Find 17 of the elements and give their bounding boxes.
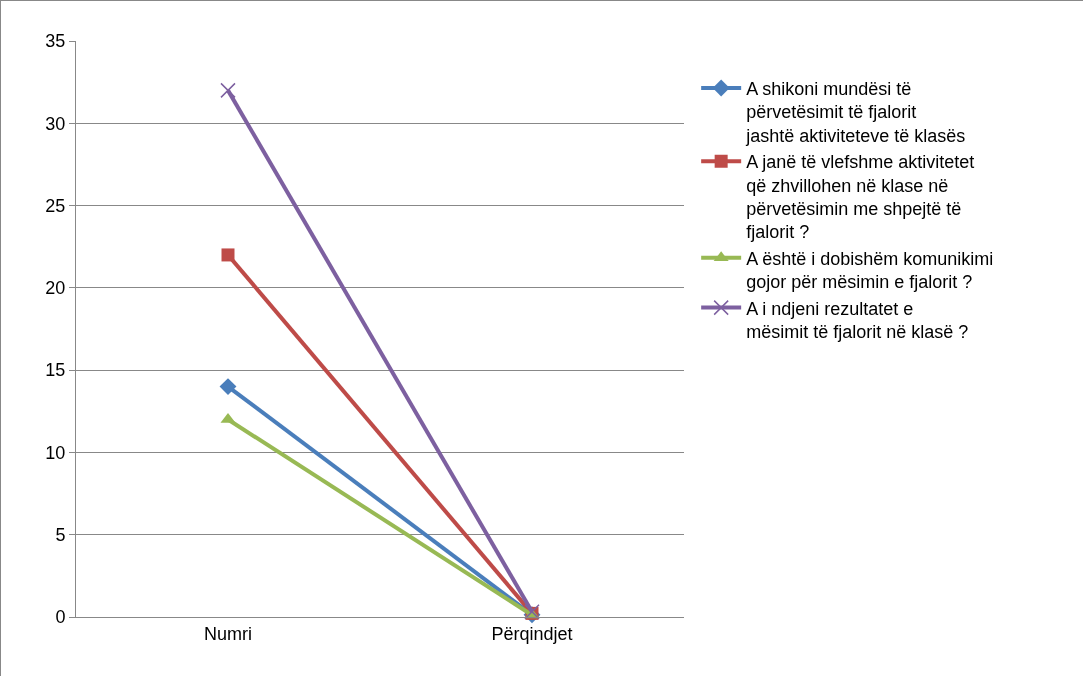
- y-tick-label: 10: [45, 442, 66, 463]
- y-tick-label: 20: [45, 278, 66, 299]
- point: [220, 82, 236, 99]
- x-tick-label: Numri: [204, 623, 252, 644]
- point: [221, 248, 235, 262]
- y-tick-label: 15: [45, 360, 66, 381]
- x-tick-label: Përqindjet: [491, 623, 573, 644]
- y-tick-label: 5: [55, 525, 66, 546]
- y-tick-label: 30: [45, 113, 66, 134]
- legend-label: A janë të vlefshme aktivitetet që zhvillohen në klase në përvetësimin me shpejtë të fjalorit ?: [746, 152, 975, 243]
- y-tick-label: 25: [45, 195, 66, 216]
- legend-label: A shikoni mundësi të përvetësimit të fjalorit jashtë aktiviteteve të klasës: [745, 79, 966, 146]
- legend-label: A i ndjeni rezultatet e mësimit të fjalorit në klasë ?: [746, 298, 969, 343]
- point: [219, 378, 237, 396]
- y-tick-label: 0: [55, 607, 66, 628]
- legend-label: A është i dobishëm komunikimi gojor për mësimin e fjalorit ?: [746, 248, 994, 293]
- y-tick-label: 35: [45, 31, 66, 52]
